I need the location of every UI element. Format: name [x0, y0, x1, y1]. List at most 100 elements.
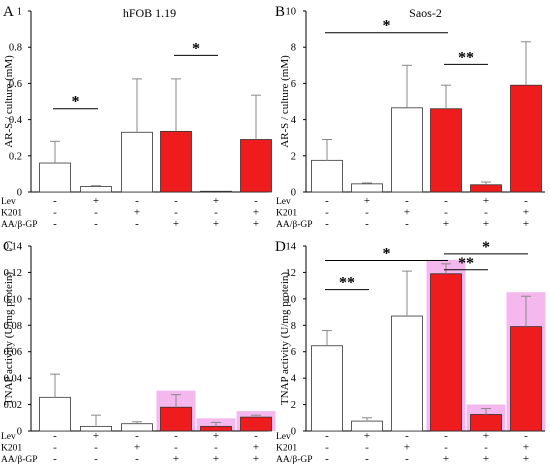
panel-c-y-tick-label: 0.06	[4, 347, 22, 358]
panel-a-condition-mark: +	[213, 218, 219, 230]
panel-b-y-tick-label: 6	[291, 79, 296, 90]
panel-d-condition-mark: -	[325, 430, 329, 442]
panel-a-title: hFOB 1.19	[123, 6, 176, 20]
panel-a-y-axis-label: AR-S / culture (mM)	[3, 55, 15, 148]
panel-d-bar	[430, 273, 462, 432]
panel-b-y-tick-label: 4	[291, 115, 297, 126]
panel-b-bar	[470, 184, 502, 193]
panel-b-condition-mark: -	[444, 195, 448, 207]
panel-a-condition-mark: -	[214, 207, 218, 219]
panel-d-condition-mark: +	[483, 453, 489, 465]
panel-b-y-axis-label: AR-S / culture (mM)	[279, 55, 291, 148]
panel-d-condition-mark: -	[365, 453, 369, 465]
panel-d-condition-label: K201	[276, 444, 297, 454]
panel-a-condition-mark: -	[94, 207, 98, 219]
panel-c-y-tick-label: 0.02	[4, 400, 22, 411]
panel-a-condition-mark: +	[253, 207, 259, 219]
panel-c-condition-mark: +	[134, 442, 140, 454]
panel-d-bar	[391, 315, 423, 432]
panel-b-condition-mark: -	[524, 195, 528, 207]
panel-c-condition-mark: +	[213, 430, 219, 442]
panel-b-significance-label: **	[458, 49, 474, 66]
panel-d-condition-label: Lev	[276, 432, 291, 442]
panel-a-condition-label: Lev	[1, 197, 16, 207]
panel-a-y-tick-label: 0.2	[9, 151, 22, 162]
panel-a-bar	[121, 131, 153, 193]
panel-d-condition-mark: +	[404, 442, 410, 454]
panel-a-bar	[39, 162, 71, 193]
panel-c-condition-mark: -	[135, 430, 139, 442]
panel-b-condition-mark: -	[484, 207, 488, 219]
panel-b-condition-label: AA/β-GP	[276, 220, 313, 230]
panel-b-bar	[430, 108, 462, 193]
panel-b-condition-mark: -	[444, 207, 448, 219]
panel-a: A 0 0.2 0.4 0.6 0.8 1 AR-S / culture (mM) hFOB …	[1, 4, 272, 230]
panel-b-condition-mark: +	[443, 218, 449, 230]
panel-b-title: Saos-2	[409, 6, 442, 20]
panel-a-condition-mark: +	[173, 218, 179, 230]
panel-d-y-tick-label: 4	[291, 374, 297, 385]
panel-a-condition-mark: +	[93, 195, 99, 207]
panel-d-y-axis-label: TNAP activity (U/mg protein)	[279, 272, 291, 405]
panel-c-condition-mark: -	[94, 453, 98, 465]
panel-c-condition-mark: +	[253, 453, 259, 465]
panel-b-condition-label: K201	[276, 209, 297, 219]
panel-b-bar	[510, 84, 542, 193]
panel-b-y-tick-label: 10	[286, 7, 297, 18]
panel-c-condition-mark: -	[174, 442, 178, 454]
panel-d-condition-mark: -	[325, 442, 329, 454]
panel-d-bar	[510, 326, 542, 432]
panel-b-condition-mark: -	[365, 218, 369, 230]
panel-a-y-tick-label: 0.6	[9, 79, 22, 90]
panel-a-condition-mark: +	[253, 218, 259, 230]
panel-a-condition-mark: -	[254, 195, 258, 207]
panel-c-condition-mark: -	[174, 430, 178, 442]
panel-c-bar	[39, 396, 71, 432]
panel-b-condition-mark: -	[405, 218, 409, 230]
panel-d-bar	[311, 345, 343, 432]
panel-c-bar	[240, 416, 272, 432]
panel-d-condition-mark: +	[364, 430, 370, 442]
panel-d-y-tick-label: 12	[286, 268, 297, 279]
panel-c-condition-mark: -	[254, 430, 258, 442]
panel-d-condition-mark: +	[523, 442, 529, 454]
panel-a-y-tick-label: 0.8	[9, 43, 22, 54]
panel-c-condition-label: Lev	[1, 432, 16, 442]
panel-a-significance-label: *	[192, 40, 200, 57]
panel-c: C 0 0.02 0.04 0.06 0.08 0.10 0.12 0.14 TNAP acti…	[1, 239, 276, 465]
panel-d-significance-label: *	[383, 246, 391, 263]
panel-d-significance-label: **	[458, 255, 474, 272]
panel-c-condition-label: AA/β-GP	[1, 455, 38, 465]
panel-a-bar	[200, 190, 232, 193]
panel-b-bar	[311, 159, 343, 193]
panel-b-condition-mark: -	[405, 195, 409, 207]
panel-c-y-tick-label: 0.14	[4, 242, 23, 253]
panel-b-condition-mark: -	[325, 207, 329, 219]
panel-c-condition-mark: +	[253, 442, 259, 454]
panel-c-condition-mark: -	[94, 442, 98, 454]
panel-c-condition-mark: -	[135, 453, 139, 465]
panel-a-condition-mark: +	[134, 207, 140, 219]
panel-c-y-tick-label: 0.04	[4, 374, 23, 385]
panel-d-y-tick-label: 8	[291, 321, 296, 332]
panel-d-y-tick-label: 6	[291, 347, 296, 358]
panel-d-significance-label: *	[482, 239, 490, 256]
panel-a-significance-label: *	[72, 94, 80, 111]
panel-b-condition-mark: +	[483, 218, 489, 230]
panel-label-d: D	[275, 239, 286, 255]
panel-b-condition-mark: +	[523, 218, 529, 230]
panel-a-condition-mark: -	[174, 207, 178, 219]
panel-d-condition-mark: +	[443, 453, 449, 465]
panel-d-condition-mark: -	[444, 442, 448, 454]
panel-a-condition-mark: -	[135, 218, 139, 230]
panel-d-condition-mark: -	[524, 430, 528, 442]
panel-c-y-tick-label: 0.08	[4, 321, 22, 332]
panel-a-condition-mark: -	[94, 218, 98, 230]
panel-b-significance-label: *	[383, 18, 391, 35]
panel-c-y-tick-label: 0.10	[4, 294, 22, 305]
panel-a-y-tick-label: 0	[17, 188, 22, 199]
panel-b-condition-mark: +	[364, 195, 370, 207]
panel-a-condition-label: K201	[1, 209, 22, 219]
